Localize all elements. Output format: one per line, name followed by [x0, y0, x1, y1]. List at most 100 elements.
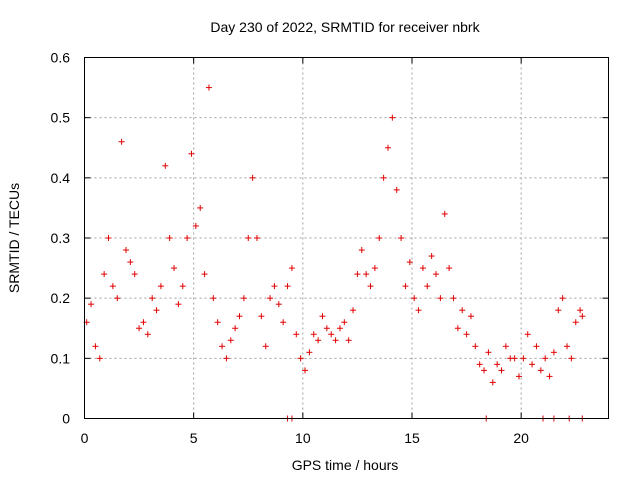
data-point: [485, 349, 492, 356]
data-point: [384, 144, 391, 151]
data-point: [498, 367, 505, 374]
data-point: [157, 283, 164, 290]
data-point: [376, 235, 383, 241]
data-point: [122, 247, 129, 254]
data-point: [494, 361, 501, 368]
data-point: [184, 235, 191, 241]
x-axis-label: GPS time / hours: [292, 457, 399, 473]
data-point: [297, 355, 304, 362]
data-point: [363, 271, 370, 278]
data-point: [302, 367, 309, 374]
data-point: [205, 84, 212, 91]
data-point: [166, 235, 173, 241]
data-point: [489, 379, 496, 386]
data-point: [481, 367, 488, 374]
data-point: [249, 174, 256, 181]
data-point: [476, 361, 483, 368]
data-point: [171, 265, 178, 272]
data-point: [192, 222, 199, 229]
data-point: [424, 283, 431, 290]
data-point: [306, 349, 313, 356]
data-point: [559, 295, 566, 302]
data-point: [219, 343, 226, 350]
data-point: [380, 174, 387, 181]
data-point: [441, 210, 448, 217]
data-point: [428, 253, 435, 260]
y-tick-label: 0: [62, 411, 70, 427]
data-point: [406, 259, 413, 266]
data-point: [114, 295, 121, 302]
data-point: [358, 247, 365, 254]
data-point: [179, 283, 186, 290]
data-point: [542, 355, 549, 362]
data-point: [149, 295, 156, 302]
data-point: [550, 349, 557, 356]
data-point: [201, 271, 208, 278]
data-point: [454, 325, 461, 332]
data-point: [232, 325, 239, 332]
data-point: [258, 313, 265, 320]
data-point: [136, 325, 143, 332]
data-point: [577, 307, 584, 314]
data-point: [109, 283, 116, 290]
data-point: [568, 355, 575, 362]
data-point: [271, 283, 278, 290]
data-point: [354, 271, 361, 278]
data-point: [92, 343, 99, 350]
data-point: [214, 319, 221, 326]
data-point: [288, 265, 295, 272]
data-point: [511, 355, 518, 362]
y-tick-labels: 0 0.1 0.2 0.3 0.4 0.5 0.6: [51, 50, 71, 427]
data-point: [96, 355, 103, 362]
data-point: [515, 373, 522, 380]
data-point: [127, 259, 134, 266]
data-point: [467, 313, 474, 320]
data-point: [144, 331, 151, 338]
data-point: [472, 343, 479, 350]
data-point: [280, 319, 287, 326]
data-point: [450, 295, 457, 302]
data-points: [83, 84, 586, 422]
data-point: [520, 355, 527, 362]
data-point: [393, 186, 400, 193]
data-point: [398, 235, 405, 241]
data-point: [411, 295, 418, 302]
data-point: [197, 204, 204, 211]
data-point: [88, 301, 95, 308]
data-point: [502, 343, 509, 350]
data-point: [371, 265, 378, 272]
y-tick-label: 0.3: [51, 230, 71, 246]
data-point: [267, 295, 274, 302]
y-tick-label: 0.1: [51, 350, 71, 366]
data-point: [175, 301, 182, 308]
data-point: [419, 265, 426, 272]
data-point: [319, 313, 326, 320]
data-point: [433, 271, 440, 278]
x-tick-label: 0: [81, 430, 89, 446]
data-point: [223, 355, 230, 362]
data-point: [350, 307, 357, 314]
x-tick-labels: 0 5 10 15 20: [81, 430, 530, 446]
x-tick-label: 5: [190, 430, 198, 446]
data-point: [328, 331, 335, 338]
data-point: [310, 331, 317, 338]
data-point: [336, 325, 343, 332]
data-point: [210, 295, 217, 302]
data-point: [332, 337, 339, 344]
data-point: [162, 162, 169, 169]
data-point: [253, 235, 260, 241]
data-point: [131, 271, 138, 278]
data-point: [524, 331, 531, 338]
data-point: [367, 283, 374, 290]
data-point: [555, 307, 562, 314]
data-point: [188, 150, 195, 157]
data-point: [345, 337, 352, 344]
chart-title: Day 230 of 2022, SRMTID for receiver nbr…: [210, 19, 480, 35]
x-tick-label: 20: [513, 430, 529, 446]
y-tick-label: 0.6: [51, 50, 71, 66]
data-point: [564, 343, 571, 350]
data-point: [293, 331, 300, 338]
data-point: [323, 325, 330, 332]
data-point: [402, 283, 409, 290]
